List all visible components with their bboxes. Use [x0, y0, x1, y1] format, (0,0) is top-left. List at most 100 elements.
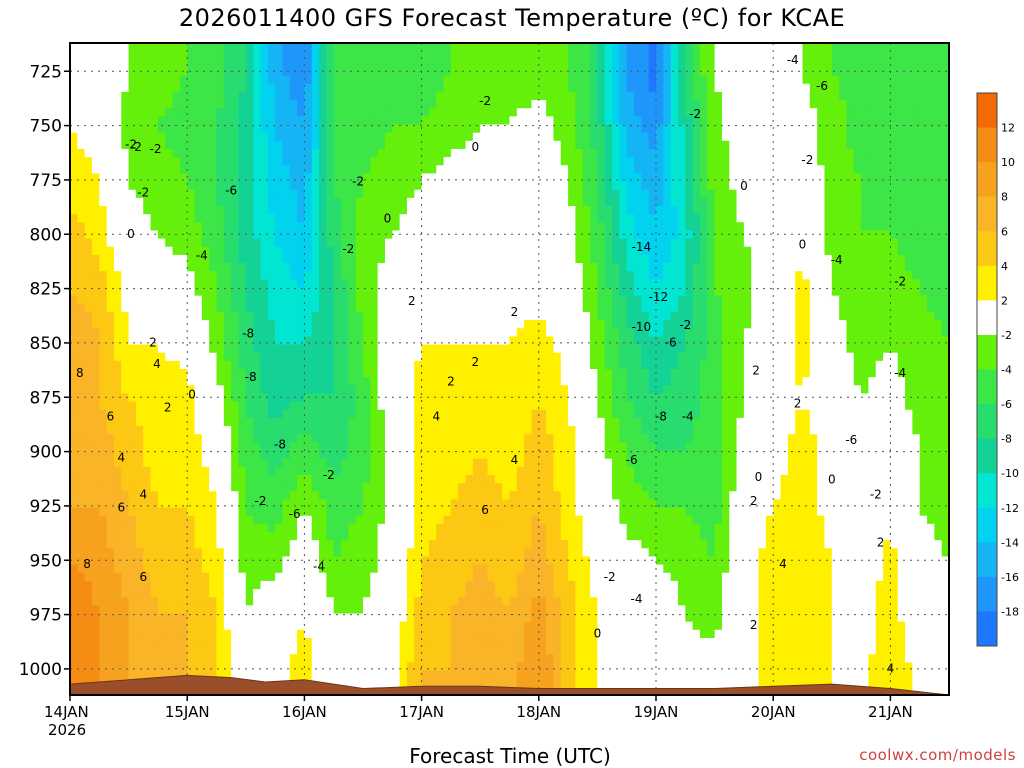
field-cell	[465, 491, 474, 500]
field-cell	[135, 246, 144, 256]
field-cell	[165, 417, 174, 427]
field-cell	[77, 637, 86, 647]
field-cell	[377, 222, 386, 232]
field-cell	[428, 320, 437, 329]
field-cell	[238, 181, 247, 191]
field-cell	[414, 540, 423, 549]
field-cell	[135, 214, 144, 223]
field-cell	[465, 336, 474, 346]
field-cell	[370, 100, 379, 109]
field-cell	[406, 214, 415, 223]
field-cell	[363, 352, 371, 362]
field-cell	[150, 238, 159, 248]
field-cell	[70, 197, 78, 207]
field-cell	[223, 597, 232, 606]
field-cell	[282, 344, 291, 354]
field-cell	[516, 434, 525, 443]
field-cell	[384, 222, 393, 232]
field-cell	[275, 263, 284, 272]
field-cell	[260, 483, 269, 492]
field-cell	[282, 246, 291, 256]
field-cell	[502, 523, 511, 533]
field-cell	[304, 377, 313, 386]
field-cell	[348, 393, 357, 403]
field-cell	[121, 548, 130, 558]
field-cell	[348, 589, 357, 598]
field-cell	[428, 572, 437, 582]
field-cell	[194, 401, 203, 411]
field-cell	[524, 124, 533, 134]
field-cell	[165, 613, 174, 623]
field-cell	[289, 564, 298, 574]
field-cell	[421, 140, 430, 150]
field-cell	[516, 173, 525, 183]
field-cell	[428, 556, 437, 566]
field-cell	[91, 230, 100, 240]
field-cell	[150, 124, 159, 134]
field-cell	[341, 637, 349, 647]
field-cell	[406, 336, 415, 346]
field-cell	[128, 238, 137, 248]
field-cell	[319, 91, 327, 101]
field-cell	[113, 311, 122, 321]
field-cell	[267, 515, 276, 525]
field-cell	[406, 165, 415, 174]
field-cell	[311, 597, 320, 606]
field-cell	[443, 540, 452, 549]
field-cell	[106, 474, 115, 484]
field-cell	[275, 532, 284, 541]
field-cell	[363, 662, 371, 672]
field-cell	[275, 132, 284, 142]
field-cell	[77, 491, 86, 500]
field-cell	[319, 548, 327, 558]
field-cell	[260, 499, 269, 509]
field-cell	[106, 165, 115, 174]
field-cell	[480, 417, 489, 427]
field-cell	[487, 352, 496, 362]
field-cell	[289, 548, 298, 558]
field-cell	[494, 295, 503, 305]
field-cell	[165, 344, 174, 354]
field-cell	[480, 377, 489, 386]
field-cell	[121, 352, 130, 362]
field-cell	[370, 140, 379, 150]
field-cell	[201, 116, 210, 126]
field-cell	[106, 59, 115, 69]
field-cell	[245, 491, 254, 500]
field-cell	[326, 499, 335, 509]
field-cell	[223, 100, 232, 109]
field-cell	[128, 108, 137, 117]
field-cell	[472, 646, 481, 655]
field-cell	[231, 515, 240, 525]
field-cell	[172, 613, 181, 623]
field-cell	[428, 189, 437, 199]
field-cell	[99, 629, 108, 639]
field-cell	[472, 91, 481, 101]
field-cell	[260, 377, 269, 386]
field-cell	[355, 181, 364, 191]
field-cell	[267, 369, 276, 378]
field-cell	[319, 393, 327, 403]
field-cell	[355, 662, 364, 672]
field-cell	[326, 165, 335, 174]
field-cell	[143, 271, 152, 280]
field-cell	[516, 263, 525, 272]
field-cell	[113, 279, 122, 289]
field-cell	[91, 51, 100, 60]
field-cell	[326, 100, 335, 109]
field-cell	[187, 409, 196, 419]
field-cell	[275, 59, 284, 69]
field-cell	[209, 59, 218, 69]
field-cell	[157, 336, 166, 346]
field-cell	[487, 499, 496, 509]
field-cell	[355, 51, 364, 60]
field-cell	[502, 442, 511, 452]
field-cell	[363, 417, 371, 427]
field-cell	[135, 352, 144, 362]
field-cell	[494, 254, 503, 264]
field-cell	[311, 458, 320, 468]
field-cell	[465, 369, 474, 378]
field-cell	[304, 75, 313, 85]
field-cell	[465, 181, 474, 191]
field-cell	[421, 303, 430, 313]
